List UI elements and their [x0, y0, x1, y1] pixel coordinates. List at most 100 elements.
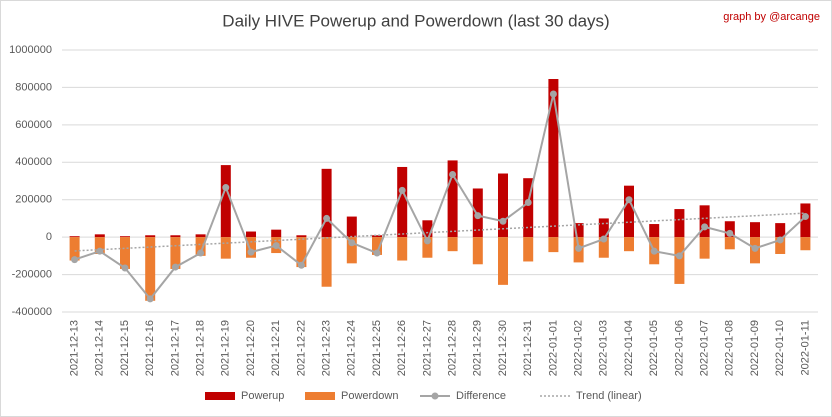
bar	[498, 237, 508, 285]
bar	[674, 209, 685, 238]
x-tick-label: 2021-12-21	[270, 320, 282, 376]
bar	[447, 237, 458, 252]
x-tick-label: 2022-01-03	[598, 320, 610, 376]
y-tick-label: 0	[46, 231, 52, 243]
line-marker	[373, 249, 381, 257]
y-tick-label: -200000	[12, 268, 52, 280]
bar	[220, 237, 231, 259]
bar	[447, 160, 458, 238]
x-tick-label: 2021-12-25	[371, 320, 383, 376]
trend-line	[74, 212, 806, 252]
bar	[246, 237, 256, 258]
line-marker	[575, 244, 583, 252]
bar	[422, 237, 433, 258]
y-tick-label: 600000	[15, 119, 52, 131]
y-tick-label: 200000	[15, 194, 52, 206]
bar	[220, 165, 231, 238]
bar	[145, 235, 156, 238]
y-tick-label: 1000000	[9, 44, 52, 56]
bar	[94, 237, 105, 254]
bar	[296, 237, 307, 268]
x-tick-label: 2022-01-05	[648, 320, 660, 376]
line-marker	[801, 213, 809, 221]
bar	[800, 203, 811, 238]
x-tick-label: 2021-12-30	[497, 320, 509, 376]
x-tick-label: 2021-12-26	[396, 320, 408, 376]
bar	[170, 235, 181, 238]
line-marker	[197, 249, 205, 257]
x-tick-label: 2022-01-08	[724, 320, 736, 376]
line-marker	[625, 196, 633, 204]
bar	[271, 229, 282, 238]
bar	[346, 237, 357, 264]
bar	[69, 237, 80, 261]
bar	[750, 222, 760, 238]
x-tick-label: 2022-01-04	[623, 320, 635, 376]
line-marker	[171, 263, 179, 271]
bar	[775, 223, 786, 238]
legend-label: Difference	[456, 390, 506, 402]
bar	[674, 237, 685, 284]
legend-swatch	[205, 392, 235, 400]
line-marker	[247, 248, 255, 256]
bar	[649, 224, 660, 238]
x-tick-label: 2022-01-11	[799, 320, 811, 375]
x-tick-label: 2021-12-18	[195, 320, 207, 376]
bar	[422, 220, 433, 238]
x-tick-label: 2021-12-28	[447, 320, 459, 376]
bar	[548, 79, 559, 238]
y-tick-label: 400000	[15, 156, 52, 168]
bar	[598, 237, 609, 258]
line-marker	[499, 217, 507, 225]
legend-label: Trend (linear)	[576, 390, 642, 402]
bar	[624, 237, 634, 252]
line-marker	[96, 247, 104, 255]
x-tick-label: 2021-12-29	[472, 320, 484, 376]
bar	[372, 235, 382, 238]
bar	[724, 221, 735, 238]
bar	[397, 237, 408, 261]
bar	[145, 237, 156, 301]
line-marker	[701, 223, 709, 231]
bar	[120, 236, 130, 238]
bar	[598, 218, 609, 238]
bar	[321, 168, 332, 238]
bar	[699, 205, 710, 238]
x-tick-label: 2022-01-07	[699, 320, 711, 376]
bar	[120, 237, 130, 269]
line-marker	[449, 170, 457, 178]
x-tick-label: 2021-12-17	[169, 320, 181, 376]
bar	[724, 237, 735, 250]
x-tick-label: 2021-12-15	[119, 320, 131, 376]
bar	[548, 237, 559, 253]
line-marker	[524, 199, 532, 207]
line-marker	[398, 186, 406, 194]
legend-label: Powerdown	[341, 390, 398, 402]
bar	[94, 234, 105, 238]
x-tick-label: 2021-12-31	[522, 320, 534, 376]
x-tick-label: 2021-12-13	[69, 320, 81, 376]
line-marker	[423, 237, 431, 245]
legend-swatch	[305, 392, 335, 400]
x-tick-label: 2021-12-24	[346, 320, 358, 376]
y-tick-label: -400000	[12, 306, 52, 318]
bar	[523, 237, 534, 262]
x-tick-label: 2021-12-19	[220, 320, 232, 376]
bar	[699, 237, 710, 259]
line-marker	[272, 242, 280, 250]
bar	[624, 185, 634, 238]
bar	[321, 237, 332, 287]
line-marker	[600, 235, 608, 243]
bar	[397, 166, 408, 238]
bar	[246, 231, 256, 238]
bar	[296, 235, 307, 238]
bar	[498, 173, 508, 238]
line	[74, 93, 807, 301]
bar	[573, 223, 584, 238]
line-marker	[549, 90, 557, 98]
x-tick-label: 2021-12-20	[245, 320, 257, 376]
line-marker	[726, 229, 734, 237]
line-marker	[297, 261, 305, 269]
x-tick-label: 2021-12-22	[295, 320, 307, 376]
